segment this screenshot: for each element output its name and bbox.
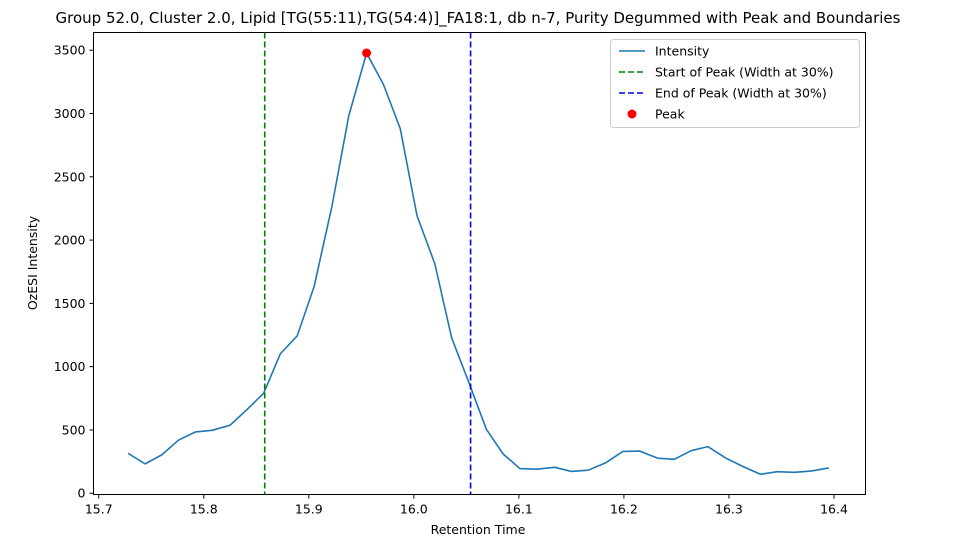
y-tick-label: 3000 [54,106,86,121]
chart-title: Group 52.0, Cluster 2.0, Lipid [TG(55:11… [56,9,901,28]
y-tick-label: 500 [62,422,86,437]
x-axis-title: Retention Time [431,522,526,537]
x-tick-label: 16.0 [400,502,428,517]
y-tick-label: 2000 [54,233,86,248]
legend-swatch-peak [627,109,637,119]
x-tick-label: 16.3 [715,502,743,517]
x-tick-label: 16.4 [820,502,848,517]
plot-area [127,32,829,495]
x-tick-label: 15.9 [295,502,323,517]
x-axis: 15.7 15.8 15.9 16.0 16.1 16.2 16.3 16.4 [85,494,848,517]
legend-label-end-of-peak: End of Peak (Width at 30%) [655,86,827,101]
y-axis: 0 500 1000 1500 2000 2500 3000 3500 [54,43,94,501]
y-tick-label: 1000 [54,359,86,374]
x-tick-label: 16.2 [610,502,638,517]
x-tick-label: 15.8 [190,502,218,517]
legend: Intensity Start of Peak (Width at 30%) E… [610,39,860,128]
legend-box [610,39,860,128]
series-line-intensity [127,52,829,476]
y-tick-label: 3500 [54,43,86,58]
legend-label-intensity: Intensity [655,44,710,59]
peak-marker [362,48,372,58]
x-tick-label: 16.1 [505,502,533,517]
y-tick-label: 1500 [54,296,86,311]
y-tick-label: 0 [78,486,86,501]
x-tick-label: 15.7 [85,502,113,517]
y-tick-label: 2500 [54,169,86,184]
legend-label-start-of-peak: Start of Peak (Width at 30%) [655,65,834,80]
y-axis-title: OzESI Intensity [25,215,40,310]
plot-frame [93,32,866,495]
legend-label-peak: Peak [655,107,685,122]
